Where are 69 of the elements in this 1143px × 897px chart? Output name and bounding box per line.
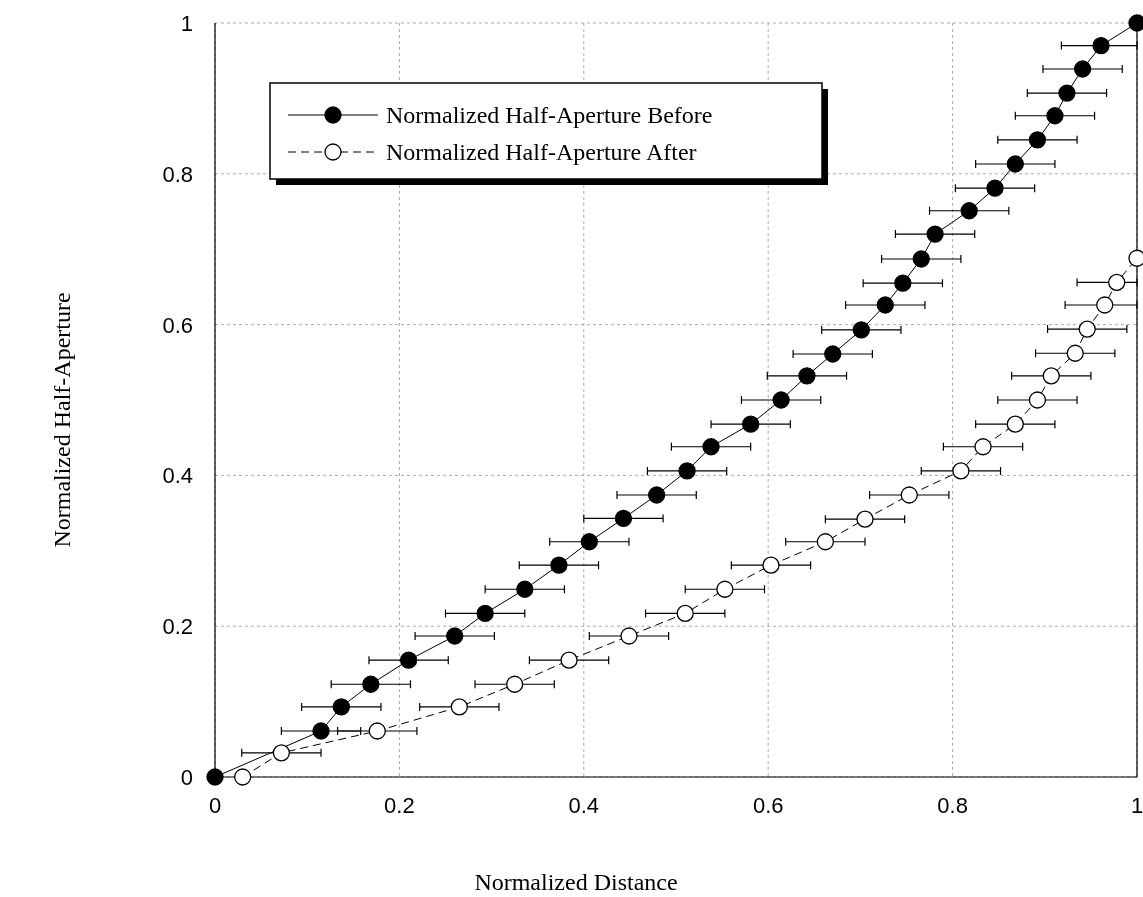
point <box>1006 155 1024 173</box>
point <box>234 768 252 786</box>
point <box>476 604 494 623</box>
x-tick-label: 0.4 <box>568 793 600 818</box>
point <box>816 533 835 551</box>
point <box>960 202 978 220</box>
point <box>772 391 790 409</box>
x-tick-label: 0.2 <box>384 793 415 818</box>
point <box>446 627 464 645</box>
y-tick-label: 0.4 <box>162 463 193 489</box>
point <box>876 296 894 314</box>
point <box>1046 107 1064 125</box>
point <box>580 533 598 551</box>
point <box>506 675 524 693</box>
point <box>974 438 992 456</box>
point <box>702 438 720 456</box>
y-tick-label: 1 <box>180 11 193 36</box>
point <box>272 744 291 762</box>
y-tick-label: 0.8 <box>162 161 193 187</box>
x-tick-label: 1 <box>1130 793 1143 818</box>
point <box>986 179 1004 197</box>
point <box>716 580 734 598</box>
x-axis-title: Normalized Distance <box>474 869 678 895</box>
point <box>926 225 944 243</box>
point <box>560 651 578 669</box>
point <box>1108 273 1126 292</box>
point <box>1078 320 1096 338</box>
point <box>1006 415 1024 433</box>
x-tick-label: 0 <box>208 793 222 818</box>
point <box>312 722 330 740</box>
legend-label: Normalized Half-Aperture After <box>386 139 697 165</box>
point <box>762 556 780 574</box>
point <box>856 510 874 528</box>
point <box>550 556 568 574</box>
y-tick-label: 0 <box>180 765 193 790</box>
point <box>1066 344 1084 362</box>
point <box>1028 391 1047 409</box>
y-tick-label: 0.6 <box>162 312 193 338</box>
y-tick-label: 0.2 <box>162 614 193 640</box>
point <box>368 722 386 740</box>
x-tick-label: 0.8 <box>937 793 968 818</box>
point <box>742 415 760 433</box>
point <box>362 675 380 693</box>
point <box>206 768 224 786</box>
x-tick-label: 0.6 <box>752 793 784 818</box>
point <box>1042 367 1060 385</box>
point <box>678 462 696 480</box>
point <box>647 486 666 504</box>
point <box>900 486 918 504</box>
point <box>1092 36 1110 55</box>
point <box>1096 296 1114 314</box>
point <box>676 604 694 623</box>
y-axis-title: Normalized Half-Aperture <box>49 292 75 548</box>
point <box>399 651 418 669</box>
point <box>824 345 842 363</box>
point <box>798 367 816 385</box>
point <box>1058 84 1076 102</box>
point <box>614 509 633 528</box>
point <box>952 462 970 480</box>
point <box>894 274 912 292</box>
point <box>450 698 468 716</box>
point <box>620 627 638 645</box>
point <box>912 250 930 268</box>
point <box>1028 131 1047 149</box>
legend-label: Normalized Half-Aperture Before <box>386 102 713 128</box>
point <box>852 321 870 339</box>
point <box>516 580 534 598</box>
point <box>1073 60 1092 78</box>
point <box>332 698 350 716</box>
